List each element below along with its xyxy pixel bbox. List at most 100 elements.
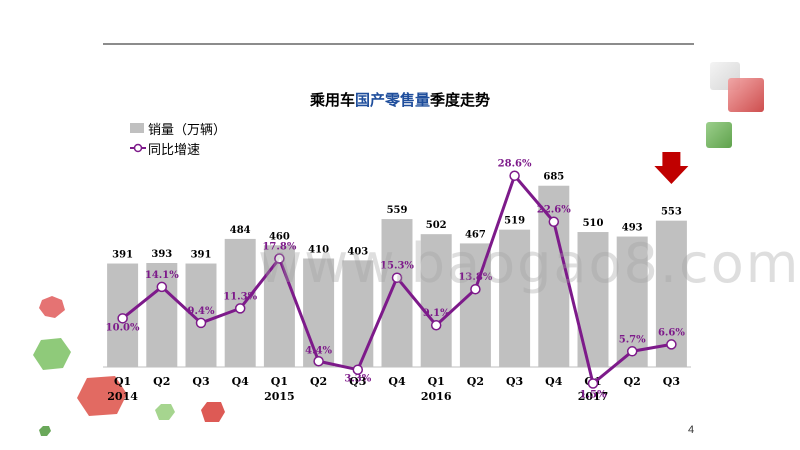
growth-label-10: 28.6% [498,159,532,170]
growth-point-13 [626,346,638,357]
chart-title: 乘用车国产零售量季度走势 [0,89,800,110]
growth-label-0: 10.0% [106,322,140,333]
bar-11 [538,185,570,367]
deco-hex-red-large [77,376,127,416]
bar-label-11: 685 [543,172,564,183]
deco-hex-red-small [39,296,65,318]
title-suffix: 季度走势 [430,91,491,109]
growth-point-2 [195,317,207,329]
x-tick-label-13: Q2 [624,375,641,388]
decorative-squares [706,62,764,148]
growth-label-4: 17.8% [262,242,296,253]
legend-label-sales: 销量（万辆） [148,122,227,138]
bar-label-0: 391 [112,250,133,261]
growth-point-14 [666,339,677,350]
title-highlight: 国产零售量 [354,91,430,109]
bar-7 [381,219,413,367]
growth-point-0 [117,313,128,324]
legend-item-growth: 同比增速 [130,138,226,158]
growth-label-5: 4.4% [305,345,332,356]
growth-point-12 [587,378,599,389]
deco-square-green [706,122,732,148]
growth-point-1 [156,281,168,293]
bar-label-9: 467 [465,229,486,240]
bar-10 [499,229,531,367]
growth-label-11: 22.6% [537,205,571,216]
deco-hex-green-tiny [39,426,51,436]
deco-hex-green-small [155,404,175,420]
bar-label-4: 460 [269,231,290,242]
bar-6 [342,260,374,367]
bar-label-3: 484 [230,225,251,236]
deco-square-red [728,78,764,112]
bar-9 [459,243,491,367]
x-tick-label-1: Q2 [153,375,170,388]
bar-label-1: 393 [151,249,172,260]
decorative-hexagons [33,296,225,436]
x-tick-label-5: Q2 [310,375,327,388]
x-tick-label-8: Q1 [428,375,445,388]
x-tick-label-9: Q2 [467,375,484,388]
growth-label-8: 9.1% [423,308,450,319]
growth-point-7 [391,272,403,283]
deco-hex-green [33,338,71,370]
bar-label-14: 553 [661,207,682,218]
bar-3 [224,238,256,367]
bar-label-12: 510 [583,218,604,229]
growth-point-4 [274,253,285,264]
year-label-2014: 2014 [107,390,138,403]
legend-line-swatch [130,143,146,153]
growth-point-9 [470,283,481,295]
growth-point-10 [509,170,520,181]
growth-point-8 [430,319,442,331]
bar-1 [146,262,178,367]
year-label-2017: 2017 [578,390,609,403]
legend-item-sales: 销量（万辆） [130,118,226,138]
x-tick-label-4: Q1 [271,375,288,388]
growth-label-7: 15.3% [380,261,414,272]
bar-label-5: 410 [308,245,329,256]
bar-5 [303,258,335,367]
growth-label-1: 14.1% [145,270,179,281]
growth-label-3: 11.3% [223,291,257,302]
x-tick-label-6: Q3 [349,375,366,388]
bar-4 [263,245,295,367]
bar-label-13: 493 [622,223,643,234]
bar-label-8: 502 [426,220,447,231]
growth-label-2: 9.4% [188,306,215,317]
legend-bar-swatch [130,123,144,133]
x-tick-label-11: Q4 [545,375,563,388]
bar-label-2: 391 [191,250,212,261]
x-tick-label-2: Q3 [192,375,209,388]
growth-point-5 [313,356,324,367]
growth-point-3 [234,303,246,314]
bar-label-10: 519 [504,216,525,227]
growth-label-13: 5.7% [619,334,646,345]
year-label-2016: 2016 [421,390,452,403]
title-prefix: 乘用车 [309,91,355,109]
page-number: 4 [688,424,695,436]
legend-label-growth: 同比增速 [148,142,201,158]
x-tick-label-14: Q3 [663,375,680,388]
x-tick-label-3: Q4 [232,375,250,388]
year-label-2015: 2015 [264,390,295,403]
bar-label-6: 403 [347,246,368,257]
growth-label-12: 1.5% [580,390,607,401]
bar-label-7: 559 [387,205,408,216]
growth-label-9: 13.8% [458,272,492,283]
bar-12 [577,232,609,367]
growth-point-11 [548,216,560,227]
bar-8 [420,234,452,367]
legend: 销量（万辆） 同比增速 [130,118,226,158]
top-divider [103,43,694,45]
x-tick-label-7: Q4 [388,375,406,388]
x-tick-label-0: Q1 [114,375,131,388]
deco-hex-red-medium [201,402,225,422]
growth-label-14: 6.6% [658,327,685,338]
bar-13 [616,236,648,367]
x-tick-label-10: Q3 [506,375,523,388]
growth-point-6 [352,364,364,375]
growth-label-6: 3.3% [344,374,371,385]
